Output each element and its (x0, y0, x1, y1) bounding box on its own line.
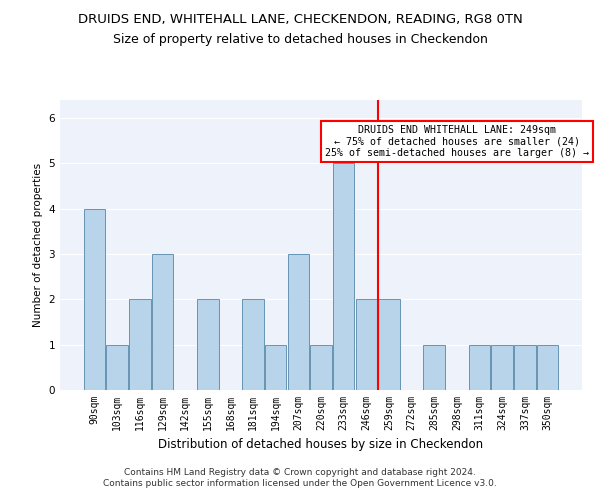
Bar (265, 344, 286, 390)
Bar (491, 344, 513, 390)
Bar (356, 300, 377, 390)
Y-axis label: Number of detached properties: Number of detached properties (33, 163, 43, 327)
Bar (537, 344, 558, 390)
Bar (514, 344, 536, 390)
Bar (469, 344, 490, 390)
Text: Size of property relative to detached houses in Checkendon: Size of property relative to detached ho… (113, 32, 487, 46)
Bar (310, 344, 332, 390)
Bar (287, 254, 309, 390)
Bar (424, 344, 445, 390)
Text: DRUIDS END WHITEHALL LANE: 249sqm
← 75% of detached houses are smaller (24)
25% : DRUIDS END WHITEHALL LANE: 249sqm ← 75% … (325, 125, 589, 158)
Bar (333, 164, 355, 390)
Text: DRUIDS END, WHITEHALL LANE, CHECKENDON, READING, RG8 0TN: DRUIDS END, WHITEHALL LANE, CHECKENDON, … (77, 12, 523, 26)
Text: Contains HM Land Registry data © Crown copyright and database right 2024.
Contai: Contains HM Land Registry data © Crown c… (103, 468, 497, 487)
Bar (129, 300, 151, 390)
Bar (152, 254, 173, 390)
X-axis label: Distribution of detached houses by size in Checkendon: Distribution of detached houses by size … (158, 438, 484, 452)
Bar (242, 300, 264, 390)
Bar (197, 300, 218, 390)
Bar (84, 209, 105, 390)
Bar (378, 300, 400, 390)
Bar (106, 344, 128, 390)
